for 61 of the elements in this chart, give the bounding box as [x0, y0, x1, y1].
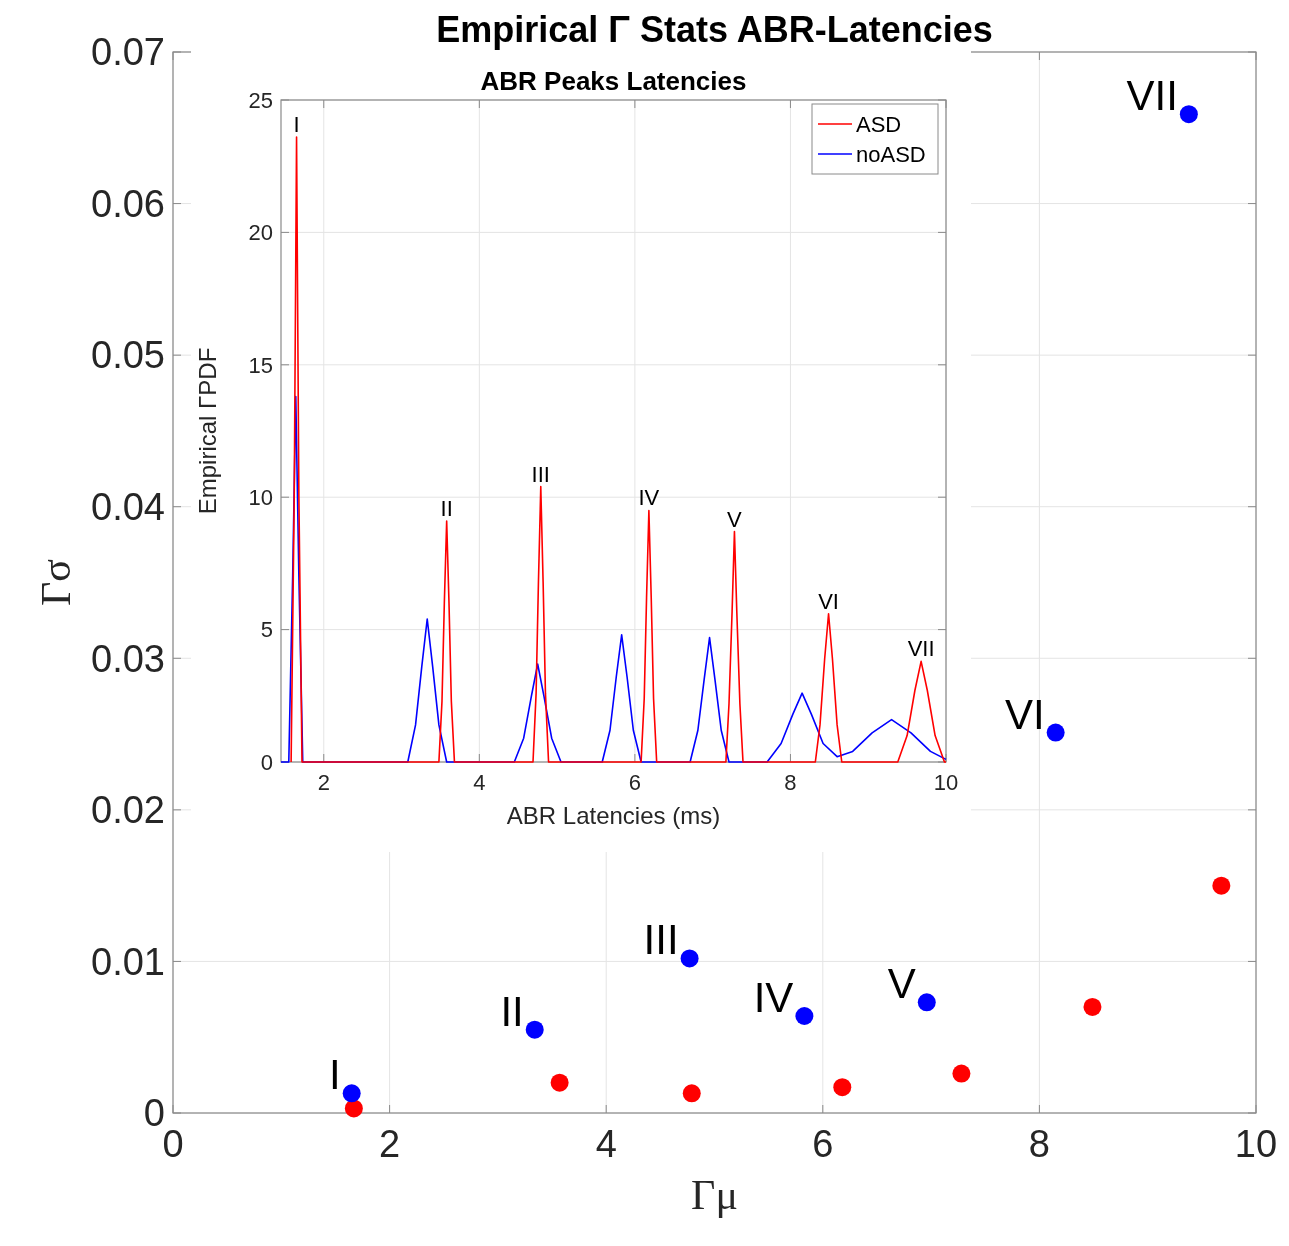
- point: [1083, 997, 1102, 1016]
- x-tick-label: 8: [1028, 1123, 1050, 1165]
- annotation: VI: [1004, 690, 1045, 738]
- y-tick-label: 0.04: [91, 486, 165, 529]
- point: [952, 1064, 971, 1083]
- chart-title: Empirical Γ Stats ABR-Latencies: [436, 9, 993, 50]
- line-series: [290, 136, 947, 763]
- point: [550, 1073, 569, 1092]
- point: [682, 1084, 701, 1103]
- annotation: III: [531, 461, 550, 487]
- point: [1212, 876, 1231, 895]
- legend-label: noASD: [856, 141, 926, 167]
- y-tick-label: 0.07: [91, 31, 165, 74]
- y-tick-label: 10: [248, 484, 273, 510]
- y-tick-label: 0.05: [91, 334, 165, 377]
- point: [795, 1006, 814, 1025]
- annotation: V: [727, 506, 743, 532]
- y-tick-label: 0.06: [91, 182, 165, 225]
- y-axis-title: Γσ: [32, 559, 79, 606]
- point: [680, 949, 699, 968]
- point: [344, 1099, 363, 1118]
- annotation: II: [440, 496, 453, 522]
- x-tick-label: 6: [812, 1123, 834, 1165]
- y-axis-title: Empirical ΓPDF: [194, 347, 222, 515]
- y-tick-label: 0: [143, 1092, 165, 1135]
- y-tick-label: 0.01: [91, 940, 165, 983]
- chart-title: ABR Peaks Latencies: [480, 66, 747, 96]
- x-tick-label: 4: [473, 770, 486, 795]
- y-tick-label: 5: [260, 617, 273, 643]
- annotation: VII: [1126, 72, 1178, 120]
- point: [1046, 723, 1065, 742]
- legend-label: ASD: [856, 111, 902, 137]
- x-tick-label: 10: [933, 770, 959, 795]
- annotation: VII: [907, 636, 935, 662]
- point: [342, 1084, 361, 1103]
- x-tick-label: 2: [379, 1123, 401, 1165]
- annotation: IV: [638, 485, 660, 511]
- annotation: V: [887, 960, 916, 1008]
- y-tick-label: 20: [248, 220, 273, 246]
- y-tick-label: 0.03: [91, 637, 165, 680]
- point: [1179, 105, 1198, 124]
- annotation: II: [500, 987, 524, 1035]
- point: [917, 993, 936, 1012]
- y-tick-label: 25: [248, 87, 273, 113]
- x-axis-title: ABR Latencies (ms): [506, 802, 721, 829]
- point: [525, 1020, 544, 1039]
- x-tick-label: 6: [628, 770, 642, 795]
- x-tick-label: 4: [595, 1123, 617, 1165]
- annotation: I: [329, 1051, 341, 1099]
- x-tick-label: 8: [784, 770, 797, 795]
- y-tick-label: 0.02: [91, 789, 165, 832]
- annotation: IV: [753, 973, 794, 1021]
- x-tick-label: 10: [1234, 1123, 1278, 1165]
- x-axis-title: Γμ: [691, 1172, 738, 1218]
- annotation: VI: [818, 588, 839, 614]
- point: [833, 1078, 852, 1097]
- annotation: III: [643, 916, 679, 964]
- y-tick-label: 0: [260, 749, 273, 775]
- y-tick-label: 15: [248, 352, 273, 378]
- x-tick-label: 2: [317, 770, 330, 795]
- annotation: I: [293, 112, 300, 138]
